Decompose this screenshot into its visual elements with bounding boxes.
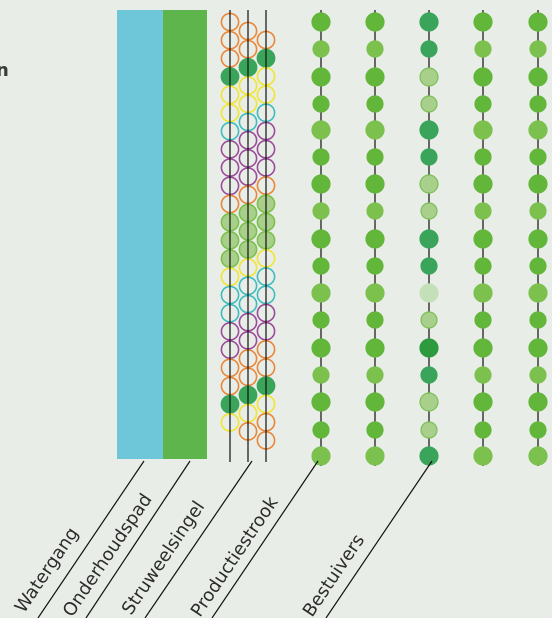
plant bbox=[366, 257, 384, 275]
plant bbox=[420, 95, 438, 113]
plant bbox=[420, 421, 438, 439]
plant bbox=[474, 40, 492, 58]
plant bbox=[528, 229, 548, 249]
plant bbox=[473, 120, 493, 140]
label-bestuivers: Bestuivers bbox=[299, 530, 369, 618]
plant bbox=[312, 366, 330, 384]
plant bbox=[529, 202, 547, 220]
plant bbox=[311, 12, 331, 32]
plant bbox=[529, 421, 547, 439]
plant bbox=[529, 95, 547, 113]
plant bbox=[312, 148, 330, 166]
plant bbox=[419, 120, 439, 140]
plant bbox=[311, 338, 331, 358]
plant bbox=[365, 446, 385, 466]
plant bbox=[529, 148, 547, 166]
plant bbox=[312, 40, 330, 58]
plant bbox=[419, 392, 439, 412]
plant bbox=[474, 257, 492, 275]
plant bbox=[473, 229, 493, 249]
plant bbox=[473, 283, 493, 303]
plant bbox=[311, 120, 331, 140]
plant bbox=[312, 95, 330, 113]
leader-productiestrook bbox=[211, 460, 319, 618]
plant bbox=[365, 392, 385, 412]
plant bbox=[419, 67, 439, 87]
plant bbox=[529, 257, 547, 275]
plant bbox=[473, 392, 493, 412]
plant bbox=[474, 202, 492, 220]
plant bbox=[365, 283, 385, 303]
plant bbox=[474, 148, 492, 166]
onderhoudspad-band bbox=[163, 10, 207, 459]
plant bbox=[312, 421, 330, 439]
plant bbox=[420, 311, 438, 329]
leader-struweelsingel bbox=[144, 460, 253, 618]
plant bbox=[473, 174, 493, 194]
plant bbox=[311, 446, 331, 466]
plant bbox=[366, 148, 384, 166]
plant bbox=[474, 421, 492, 439]
plant bbox=[312, 257, 330, 275]
plant bbox=[474, 311, 492, 329]
plant bbox=[419, 283, 439, 303]
watergang-band bbox=[117, 10, 163, 459]
plant bbox=[311, 283, 331, 303]
plant bbox=[419, 229, 439, 249]
plant bbox=[528, 392, 548, 412]
plant bbox=[528, 67, 548, 87]
plant bbox=[366, 366, 384, 384]
struweelsingel-shrubs bbox=[220, 10, 276, 462]
plant bbox=[528, 12, 548, 32]
plant bbox=[311, 67, 331, 87]
plant bbox=[311, 392, 331, 412]
plant bbox=[529, 40, 547, 58]
leader-onderhoudspad bbox=[85, 460, 191, 618]
plant bbox=[365, 174, 385, 194]
plant bbox=[419, 338, 439, 358]
plant bbox=[528, 283, 548, 303]
plant bbox=[366, 202, 384, 220]
leader-lines bbox=[37, 460, 433, 618]
plant bbox=[366, 311, 384, 329]
plant bbox=[419, 12, 439, 32]
plant bbox=[312, 202, 330, 220]
plant bbox=[528, 174, 548, 194]
plant bbox=[528, 446, 548, 466]
plant bbox=[365, 12, 385, 32]
clipped-fragment-text: n bbox=[0, 60, 9, 81]
plant bbox=[420, 40, 438, 58]
plant bbox=[529, 311, 547, 329]
plant bbox=[366, 40, 384, 58]
plant bbox=[366, 95, 384, 113]
plant bbox=[474, 366, 492, 384]
plant bbox=[420, 148, 438, 166]
leader-bestuivers bbox=[325, 460, 433, 618]
plant bbox=[419, 174, 439, 194]
plant bbox=[419, 446, 439, 466]
leader-watergang bbox=[37, 460, 145, 618]
plant bbox=[365, 338, 385, 358]
plant bbox=[474, 95, 492, 113]
plant bbox=[365, 229, 385, 249]
plant bbox=[473, 12, 493, 32]
plant bbox=[311, 174, 331, 194]
productiestrook-plants bbox=[311, 10, 548, 466]
plant bbox=[312, 311, 330, 329]
plant bbox=[365, 120, 385, 140]
plant bbox=[473, 67, 493, 87]
plant bbox=[473, 338, 493, 358]
plant bbox=[473, 446, 493, 466]
plant bbox=[311, 229, 331, 249]
plant bbox=[529, 366, 547, 384]
plant bbox=[420, 257, 438, 275]
plant bbox=[528, 120, 548, 140]
plant bbox=[528, 338, 548, 358]
plant bbox=[420, 202, 438, 220]
plant bbox=[365, 67, 385, 87]
plant bbox=[366, 421, 384, 439]
plant bbox=[420, 366, 438, 384]
